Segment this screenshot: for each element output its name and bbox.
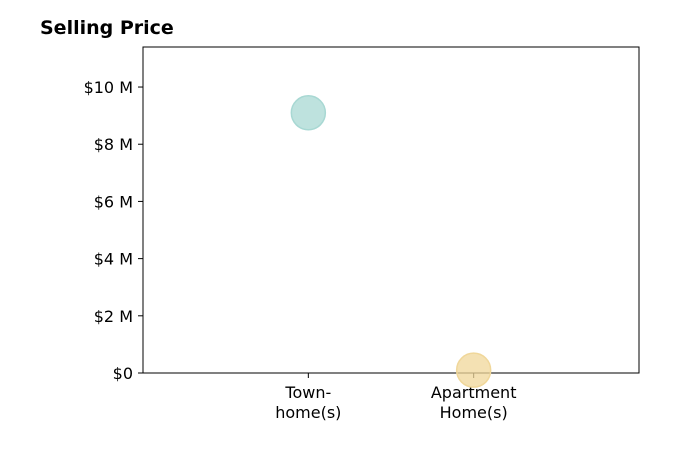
- data-point: [290, 95, 327, 131]
- y-tick-label: $6 M: [94, 192, 133, 211]
- x-tick-label: Apartment Home(s): [431, 383, 517, 422]
- x-tick-label: Town-home(s): [275, 383, 341, 422]
- plot-area: $0 $2 M $4 M $6 M $8 M $10 M Town-home(s) Apart…: [84, 46, 640, 422]
- y-tick-label: $10 M: [84, 78, 133, 97]
- y-tick-label: $2 M: [94, 307, 133, 326]
- y-tick-label: $0: [113, 364, 133, 383]
- y-tick-label: $4 M: [94, 250, 133, 269]
- data-point: [455, 352, 492, 388]
- y-tick-label: $8 M: [94, 135, 133, 154]
- chart-title: Selling Price: [40, 17, 174, 39]
- plot-frame: [142, 46, 640, 374]
